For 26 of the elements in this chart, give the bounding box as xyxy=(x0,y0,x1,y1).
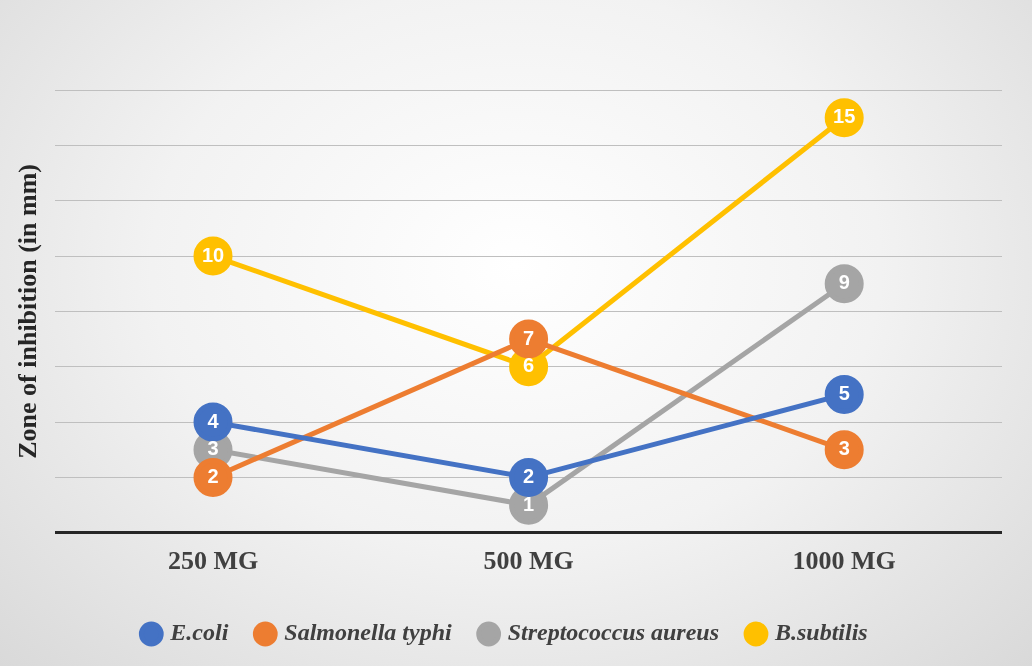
data-label: 9 xyxy=(838,271,850,294)
data-label: 2 xyxy=(207,464,219,487)
data-label: 5 xyxy=(838,381,850,404)
point xyxy=(193,457,233,497)
data-label: 3 xyxy=(207,437,219,460)
data-label: 1 xyxy=(523,492,535,515)
legend-label: Salmonella typhi xyxy=(284,619,452,646)
legend-label: B.subtilis xyxy=(774,619,868,646)
data-label: 6 xyxy=(523,354,535,377)
x-tick-label: 250 MG xyxy=(167,546,259,576)
point xyxy=(824,430,864,470)
point xyxy=(824,264,864,304)
point xyxy=(509,457,549,497)
data-label: 10 xyxy=(201,243,225,266)
x-tick-label: 1000 MG xyxy=(792,546,896,576)
data-label: 7 xyxy=(523,326,535,349)
legend-label: Streptococcus aureus xyxy=(507,619,720,646)
point xyxy=(509,319,549,359)
data-label: 2 xyxy=(523,464,535,487)
point xyxy=(824,374,864,414)
data-label: 4 xyxy=(207,409,220,432)
x-tick-label: 500 MG xyxy=(483,546,574,576)
y-axis-title: Zone of inhibition (in mm) xyxy=(13,164,43,459)
legend-label: E.coli xyxy=(169,619,229,646)
data-label: 3 xyxy=(838,437,850,460)
data-label: 15 xyxy=(833,105,856,128)
